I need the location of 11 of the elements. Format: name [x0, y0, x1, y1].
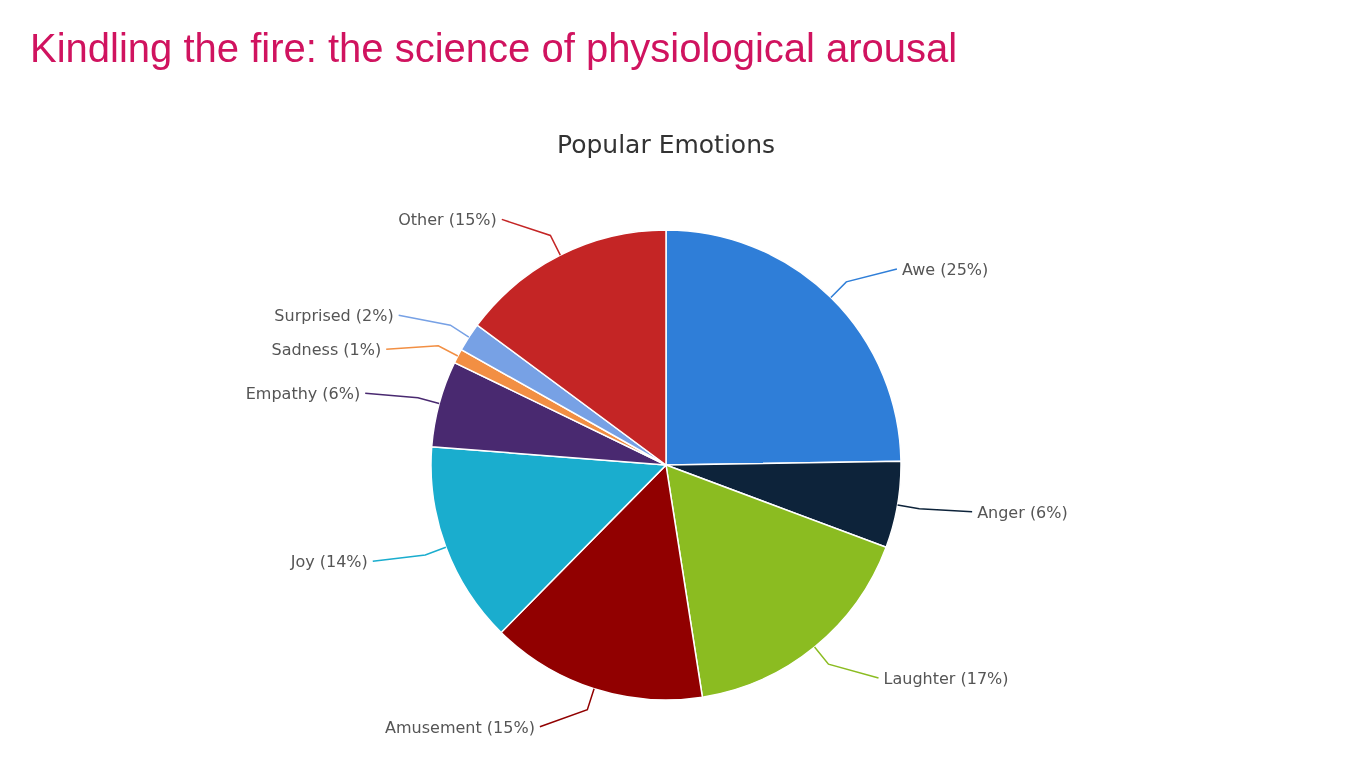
slice-label: Empathy (6%): [245, 384, 361, 404]
slice-label: Surprised (2%): [274, 306, 394, 326]
slice-label: Anger (6%): [977, 502, 1068, 522]
slice-label: Laughter (17%): [883, 669, 1009, 689]
slice-label: Joy (14%): [289, 552, 368, 572]
chart-subtitle: Popular Emotions: [556, 130, 776, 159]
chart-title: Kindling the fire: the science of physiological arousal: [30, 26, 958, 70]
slice-label: Amusement (15%): [385, 717, 535, 737]
slice-label: Sadness (1%): [271, 340, 382, 360]
slice-label: Other (15%): [398, 210, 497, 230]
slice-label: Awe (25%): [901, 260, 989, 280]
